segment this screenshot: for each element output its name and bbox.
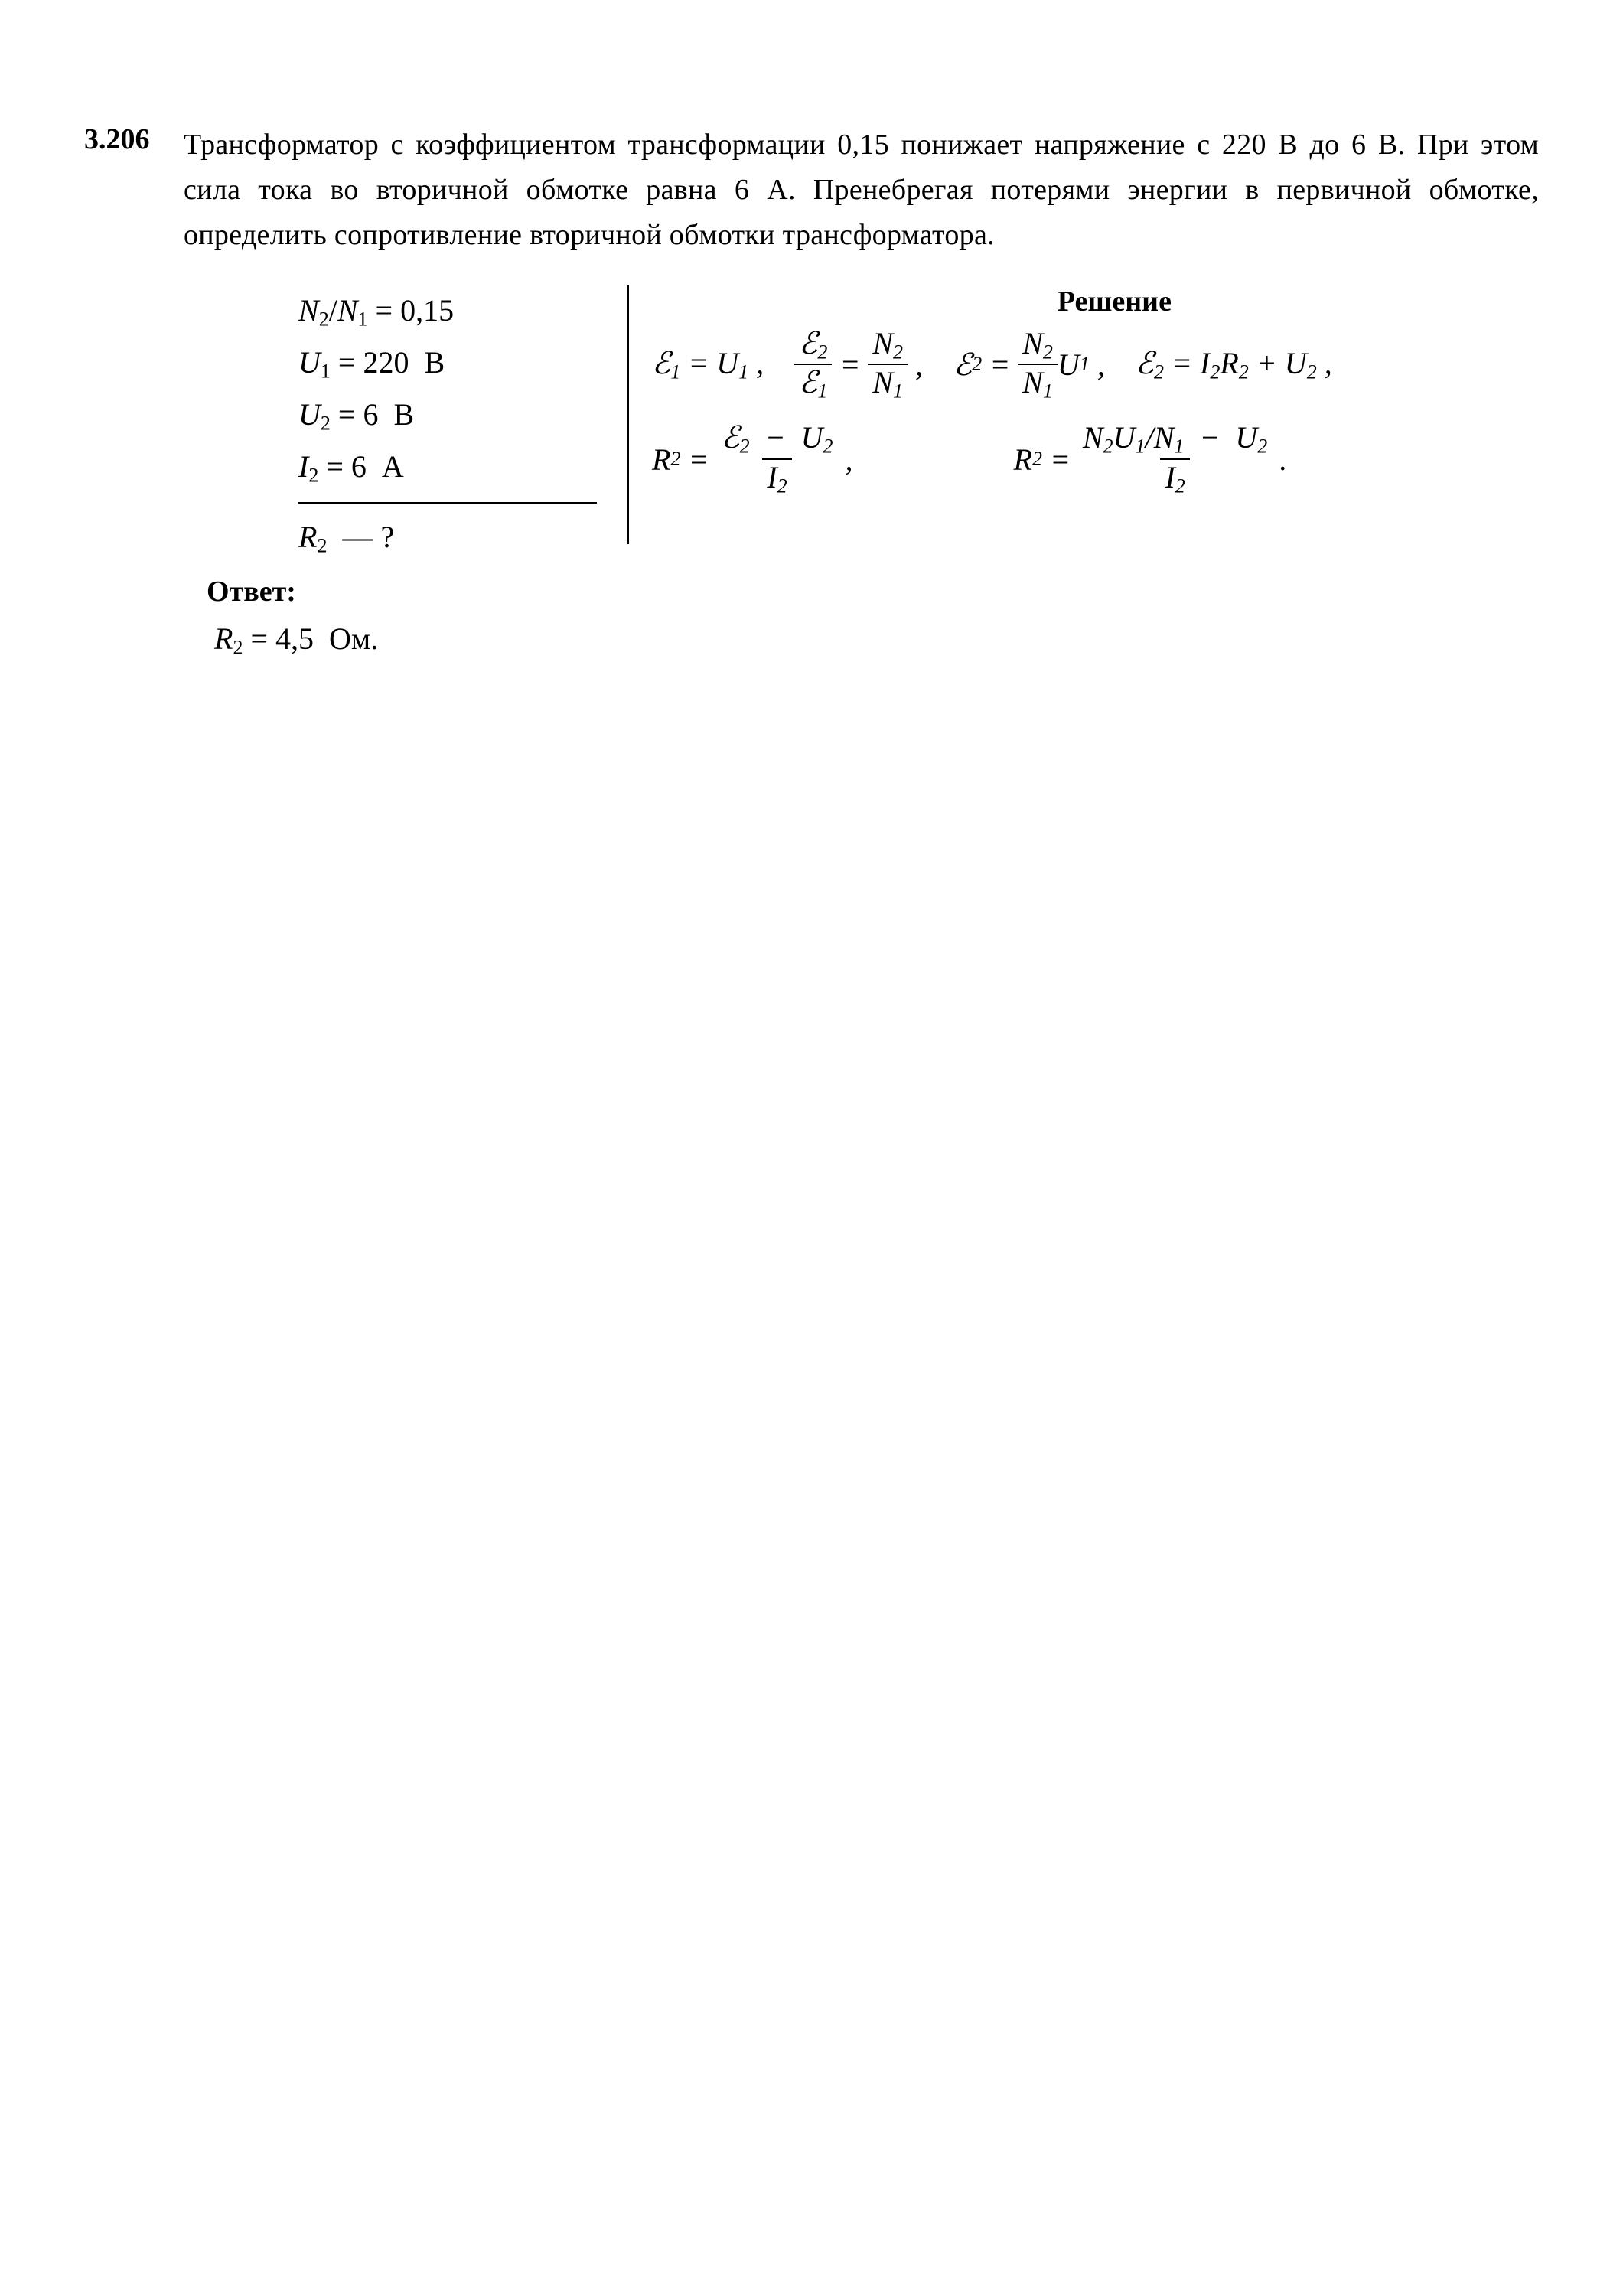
given-divider xyxy=(298,502,597,504)
given-find: R2 — ? xyxy=(298,511,627,563)
given-i2: I2 = 6 А xyxy=(298,441,627,493)
problem-statement: Трансформатор с коэффициентом трансформа… xyxy=(184,122,1539,258)
answer-value: R2 = 4,5 Ом. xyxy=(214,621,1539,660)
answer-block: Ответ: R2 = 4,5 Ом. xyxy=(207,575,1539,660)
given-ratio: N2/N1 = 0,15 xyxy=(298,285,627,337)
solution-line-2: R2 = ℰ2 − U2 I2 , xyxy=(652,422,1332,497)
solution-title: Решение xyxy=(897,285,1332,318)
given-u1: U1 = 220 В xyxy=(298,337,627,389)
given-block: N2/N1 = 0,15 U1 = 220 В U2 = 6 В I2 = 6 … xyxy=(298,285,627,563)
solution-area: N2/N1 = 0,15 U1 = 220 В U2 = 6 В I2 = 6 … xyxy=(298,285,1539,563)
solution-line-1: ℰ1 = U1 , ℰ2 ℰ1 = N2 N1 , xyxy=(652,328,1332,403)
answer-label: Ответ: xyxy=(207,575,1539,608)
problem-number: 3.206 xyxy=(84,122,184,156)
solution-block: Решение ℰ1 = U1 , ℰ2 ℰ1 = N2 xyxy=(629,285,1332,517)
given-u2: U2 = 6 В xyxy=(298,389,627,441)
problem-row: 3.206 Трансформатор с коэффициентом тран… xyxy=(84,122,1539,258)
